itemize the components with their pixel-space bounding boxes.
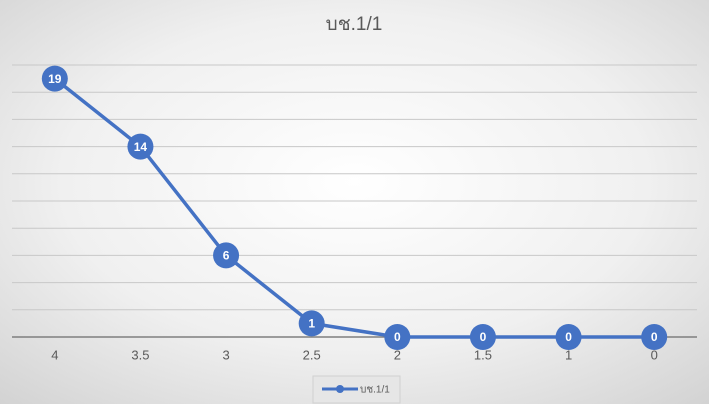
data-label: 0 <box>480 330 487 344</box>
legend-label: บช.1/1 <box>360 385 390 396</box>
marker <box>641 324 668 350</box>
data-label: 6 <box>223 249 230 263</box>
data-label: 19 <box>48 72 62 86</box>
x-tick-label: 2.5 <box>303 347 321 362</box>
marker <box>127 133 154 160</box>
x-tick-label: 1 <box>565 347 572 362</box>
data-label: 0 <box>394 330 401 344</box>
line <box>53 77 655 339</box>
x-tick-label: 3 <box>222 347 229 362</box>
x-tick-label: 1.5 <box>474 347 492 362</box>
data-label: 14 <box>134 140 148 154</box>
marker <box>555 324 582 350</box>
x-tick-label: 3.5 <box>131 347 149 362</box>
data-label: 1 <box>308 317 315 331</box>
marker <box>384 324 411 350</box>
data-label: 0 <box>651 330 658 344</box>
marker <box>41 65 68 92</box>
marker <box>469 324 496 350</box>
data-label: 0 <box>565 330 572 344</box>
chart-title: บช.1/1 <box>326 14 383 35</box>
marker <box>298 310 325 337</box>
x-tick-label: 0 <box>651 347 658 362</box>
marker <box>213 242 240 269</box>
x-tick-label: 4 <box>51 347 58 362</box>
legend-marker <box>336 385 344 393</box>
x-tick-label: 2 <box>394 347 401 362</box>
